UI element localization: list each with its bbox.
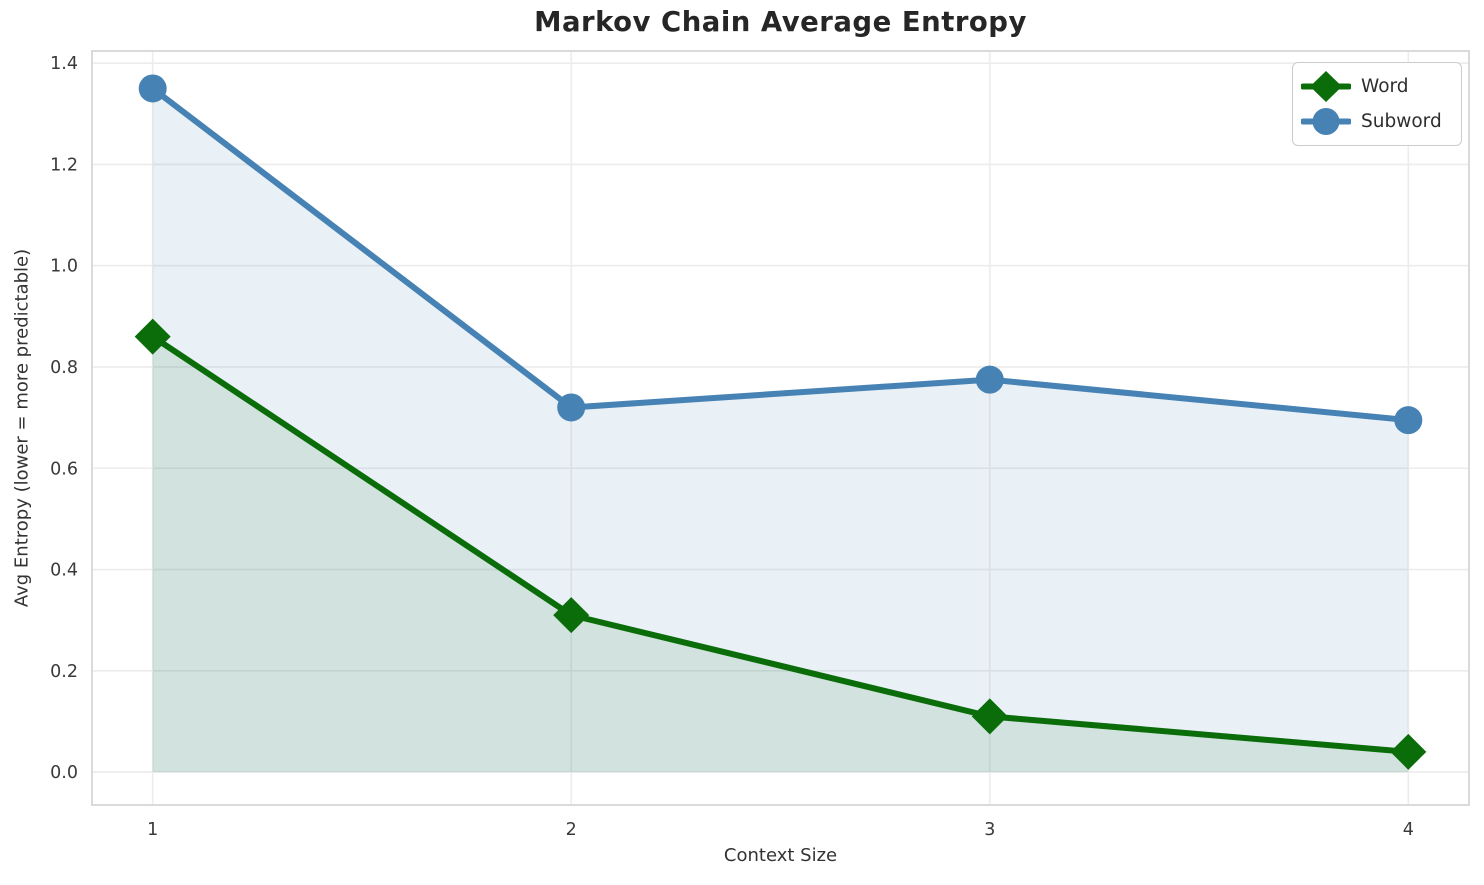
word-point[interactable] — [134, 318, 171, 355]
y-tick-label: 1.4 — [50, 54, 78, 74]
word-point[interactable] — [1390, 733, 1427, 770]
y-tick-label: 0.4 — [50, 561, 78, 581]
plot-border — [91, 50, 1470, 806]
y-tick-label: 0.2 — [50, 662, 78, 682]
subword-point[interactable] — [557, 393, 586, 422]
x-axis-label: Context Size — [723, 845, 838, 866]
subword-point[interactable] — [1394, 406, 1423, 435]
y-tick-label: 0.6 — [50, 459, 78, 479]
x-tick-label: 1 — [147, 820, 158, 840]
legend-label-subword: Subword — [1361, 111, 1442, 132]
y-tick-label: 0.8 — [50, 358, 78, 378]
legend-item-subword[interactable]: Subword — [1301, 105, 1449, 138]
legend-item-word[interactable]: Word — [1301, 70, 1449, 103]
subword-line — [149, 85, 1412, 424]
word-area-fill — [152, 336, 1409, 773]
legend[interactable]: Word Subword — [1292, 62, 1462, 146]
y-tick-label: 1.2 — [50, 155, 78, 175]
word-point[interactable] — [971, 698, 1008, 735]
subword-area-fill — [152, 88, 1409, 773]
y-tick-label: 0.0 — [50, 763, 78, 783]
subword-point[interactable] — [138, 74, 167, 103]
x-tick-label: 3 — [984, 820, 995, 840]
subword-circle-marker-icon — [1301, 108, 1351, 135]
x-tick-label: 2 — [566, 820, 577, 840]
word-point[interactable] — [553, 597, 590, 634]
word-diamond-marker-icon — [1301, 71, 1351, 102]
word-line — [149, 333, 1412, 755]
x-tick-label: 4 — [1403, 820, 1414, 840]
subword-point[interactable] — [975, 365, 1004, 394]
chart-title: Markov Chain Average Entropy — [534, 6, 1027, 38]
y-tick-label: 1.0 — [50, 257, 78, 277]
legend-label-word: Word — [1361, 76, 1409, 97]
